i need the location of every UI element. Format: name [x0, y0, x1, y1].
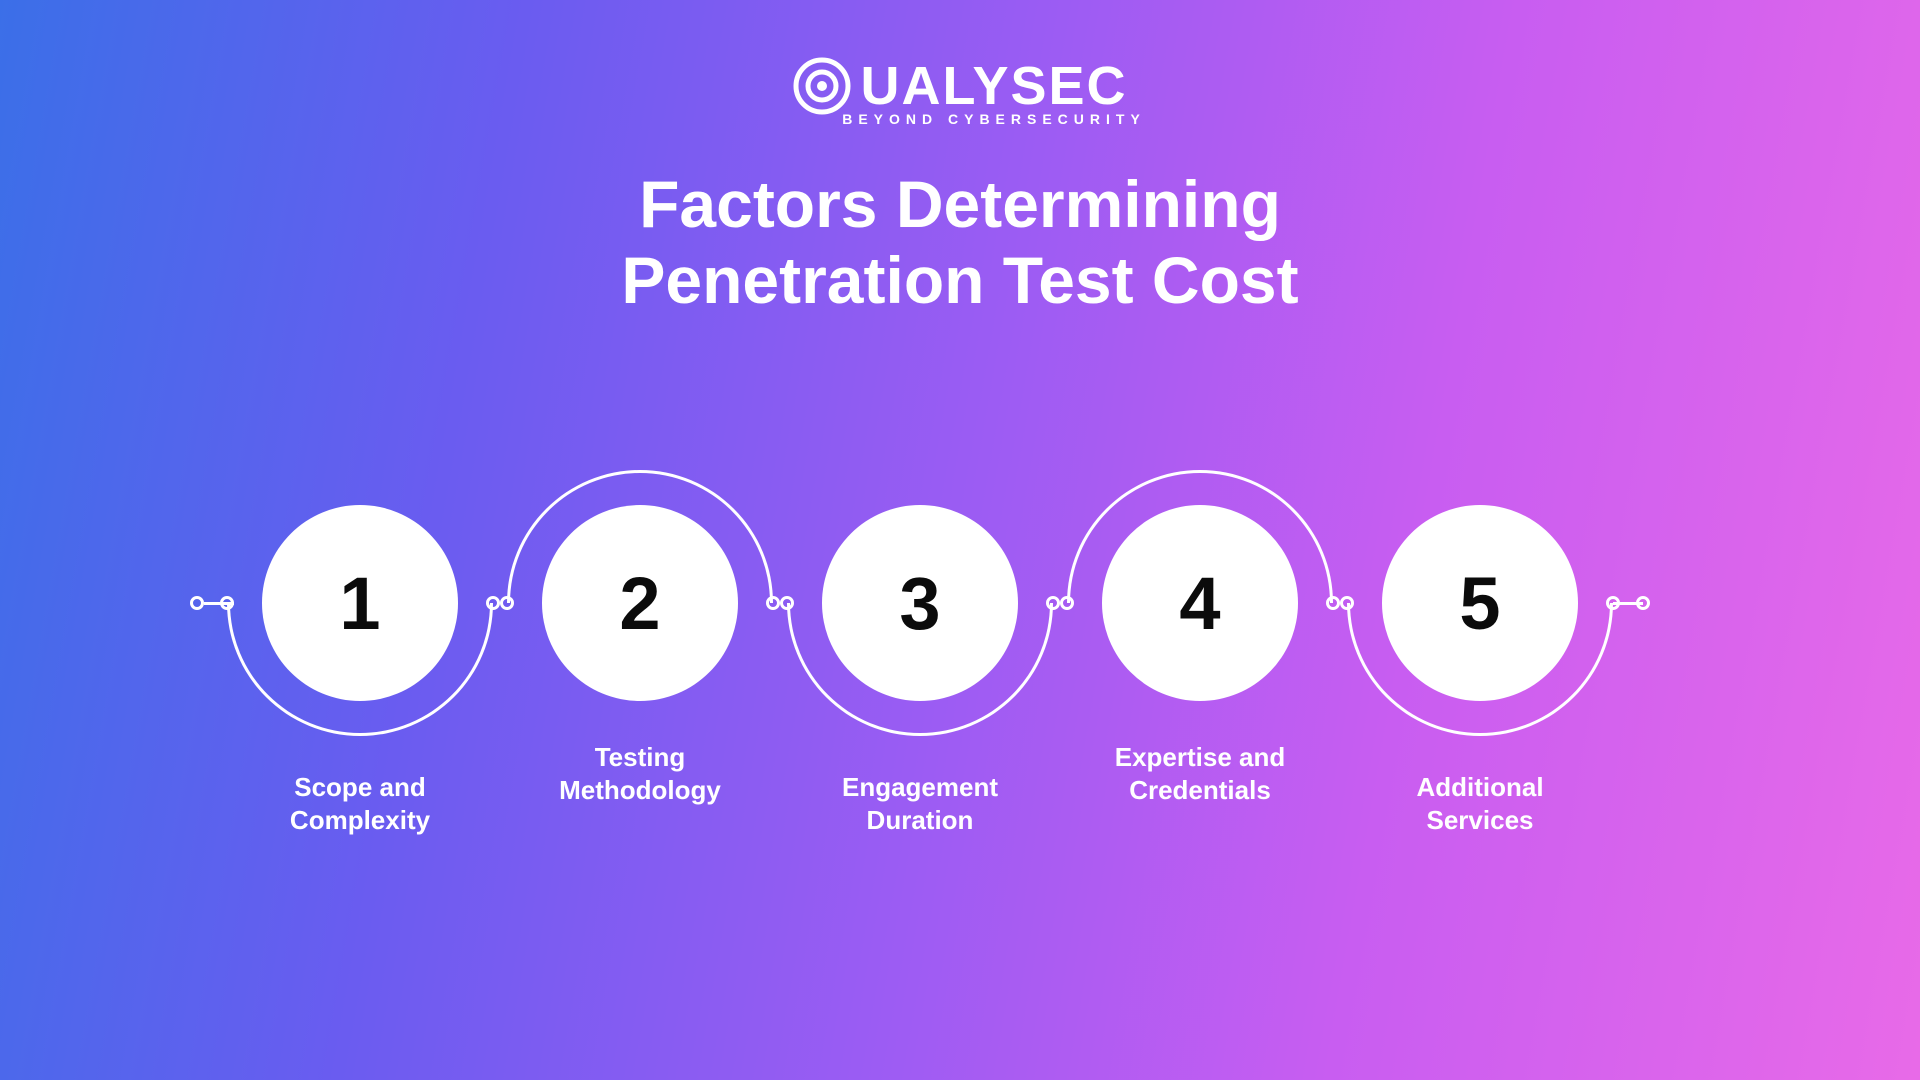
page-title: Factors Determining Penetration Test Cos… — [621, 167, 1298, 319]
logo-row: UALYSEC — [792, 55, 1127, 117]
step-circle-4: 4 — [1102, 505, 1298, 701]
junction-dot-3-left — [780, 596, 794, 610]
junction-dot-4-left — [1060, 596, 1074, 610]
step-circle-1: 1 — [262, 505, 458, 701]
target-icon — [792, 56, 852, 116]
junction-dot-2-right — [766, 596, 780, 610]
content-area: UALYSEC BEYOND CYBERSECURITY Factors Det… — [0, 0, 1920, 1080]
brand-name: UALYSEC — [860, 55, 1127, 117]
endpoint-dot-end — [1636, 596, 1650, 610]
title-line-1: Factors Determining — [621, 167, 1298, 243]
step-label-5: AdditionalServices — [1350, 771, 1610, 836]
junction-dot-5-right — [1606, 596, 1620, 610]
brand-tagline: BEYOND CYBERSECURITY — [842, 111, 1146, 127]
junction-dot-1-left — [220, 596, 234, 610]
step-label-2: TestingMethodology — [510, 741, 770, 806]
step-circle-5: 5 — [1382, 505, 1578, 701]
steps-diagram: 1 Scope andComplexity 2 TestingMethodology 3… — [0, 465, 1920, 965]
title-line-2: Penetration Test Cost — [621, 243, 1298, 319]
step-label-3: EngagementDuration — [790, 771, 1050, 836]
junction-dot-1-right — [486, 596, 500, 610]
step-circle-3: 3 — [822, 505, 1018, 701]
step-circle-2: 2 — [542, 505, 738, 701]
endpoint-dot-start — [190, 596, 204, 610]
step-label-4: Expertise andCredentials — [1070, 741, 1330, 806]
junction-dot-3-right — [1046, 596, 1060, 610]
step-label-1: Scope andComplexity — [230, 771, 490, 836]
brand-logo: UALYSEC BEYOND CYBERSECURITY — [774, 55, 1146, 127]
junction-dot-2-left — [500, 596, 514, 610]
junction-dot-5-left — [1340, 596, 1354, 610]
junction-dot-4-right — [1326, 596, 1340, 610]
